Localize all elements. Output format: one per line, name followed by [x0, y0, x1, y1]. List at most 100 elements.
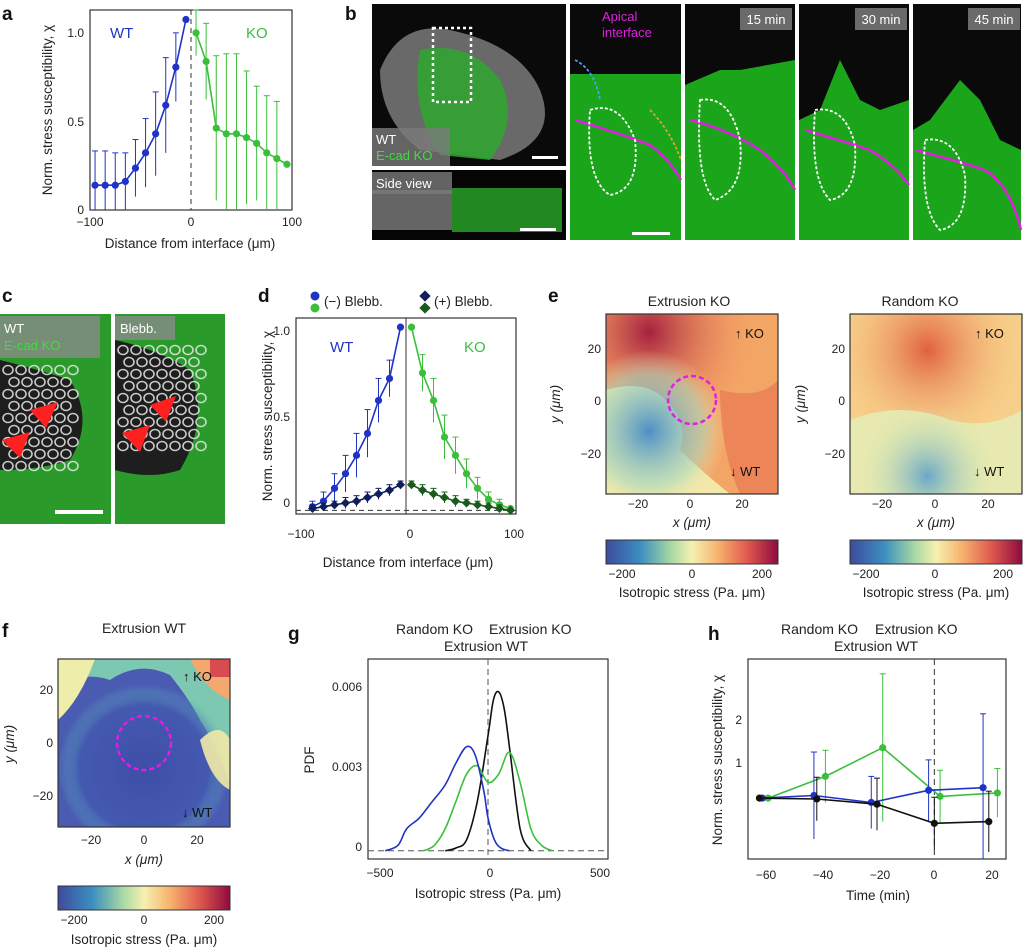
e2-colorbar — [849, 539, 1023, 565]
f-heatmap — [57, 658, 231, 828]
e-heatmap-random-ko: ↑ KO ↓ WT 20 0 −20 −20 0 20 x (μm) y (μm… — [793, 313, 1023, 530]
b-wt-caption: WT — [376, 132, 396, 147]
panel-label-b: b — [345, 4, 357, 25]
c-cell-outline — [28, 436, 40, 448]
c-cell-outline — [117, 440, 129, 452]
c-arrowhead — [30, 402, 58, 428]
h-random-ko-point — [755, 794, 764, 802]
e-cbar-label: Isotropic stress (Pa. μm) — [619, 585, 766, 600]
d-ko-plus-point — [505, 505, 516, 515]
c-cell-outline — [136, 356, 148, 368]
e2-ytick: 0 — [838, 394, 845, 408]
panel-d-ytick: 0.5 — [273, 410, 290, 424]
c-cell-outline — [149, 356, 161, 368]
c-cell-outline — [195, 392, 207, 404]
g-legend-ext-wt: Extrusion WT — [444, 638, 528, 654]
c-arrowhead — [122, 425, 150, 452]
d-wt-minus-point — [374, 396, 383, 405]
panel-a-wt-label: WT — [110, 25, 133, 42]
c-cell-outline — [15, 388, 27, 400]
panel-label-f: f — [2, 621, 9, 642]
panel-g-plot — [368, 659, 608, 859]
h-ytick: 1 — [735, 756, 742, 770]
d-ko-plus-line — [411, 483, 511, 512]
h-extrusion-ko-point — [821, 772, 830, 780]
d-ko-minus-line — [410, 327, 511, 510]
c-cell-outline — [188, 428, 200, 440]
c-cell-outline — [195, 416, 207, 428]
d-wt-label: WT — [330, 339, 353, 356]
a-ko-point — [212, 124, 220, 132]
c-cell-outline — [67, 388, 79, 400]
c-cell-outline — [169, 392, 181, 404]
panel-label-h: h — [708, 624, 720, 645]
panel-d-xtick: 0 — [407, 527, 414, 541]
a-wt-point — [172, 63, 180, 71]
h-extrusion-wt-point — [925, 786, 933, 794]
a-wt-point — [182, 15, 190, 24]
e2-xtick: −20 — [872, 497, 893, 511]
e-ko-tag: ↑ KO — [735, 326, 764, 341]
c-cell-outline — [156, 344, 168, 356]
panel-label-g: g — [288, 624, 300, 645]
d-ko-plus-point — [406, 480, 417, 490]
panel-d-ytick: 1.0 — [273, 324, 290, 338]
c-cell-outline — [28, 460, 40, 472]
c-cell-outline — [2, 364, 14, 376]
b-side-scalebar — [520, 228, 556, 231]
e-heatmap-extrusion-ko: ↑ KO ↓ WT 20 0 −20 −20 0 20 x (μm) y (μm… — [548, 313, 779, 530]
panel-d-ylabel: Norm. stress susceptibility, χ — [260, 331, 275, 501]
panel-h-xlabel: Time (min) — [846, 888, 910, 903]
h-ytick: 2 — [735, 713, 742, 727]
h-xtick: −20 — [870, 868, 891, 882]
c-cell-outline — [182, 416, 194, 428]
panel-a-xtick: −100 — [76, 215, 103, 229]
a-wt-point — [152, 130, 160, 138]
panel-d: d (−) Blebb. (+) Blebb. WT KO Distance f… — [258, 286, 524, 570]
e-ytick: 0 — [594, 394, 601, 408]
c-cell-outline — [2, 412, 14, 424]
c-cell-outline — [67, 460, 79, 472]
d-wt-minus-point — [330, 484, 339, 492]
c-cell-outline — [54, 412, 66, 424]
panel-a-ytick: 0 — [77, 203, 84, 217]
b-side-view-caption: Side view — [376, 176, 432, 191]
h-legend-ext-wt: Extrusion WT — [834, 638, 918, 654]
c-cell-outline — [175, 404, 187, 416]
panel-h-ylabel: Norm. stress susceptibility, χ — [710, 675, 725, 845]
d-legend-plus: (+) Blebb. — [434, 294, 493, 309]
e2-ytick: 20 — [832, 342, 846, 356]
c-cell-outline — [195, 368, 207, 380]
c-cell-outline — [2, 460, 14, 472]
c-cell-outline — [2, 388, 14, 400]
c-arrowhead — [150, 396, 176, 422]
c-cell-outline — [15, 412, 27, 424]
c-cell-outline — [41, 436, 53, 448]
a-wt-point — [111, 181, 119, 189]
c-cell-outline — [15, 364, 27, 376]
panel-d-ytick: 0 — [283, 496, 290, 510]
b-caption-box — [372, 128, 450, 166]
b-side-caption-box — [372, 172, 452, 194]
h-xtick: −60 — [756, 868, 777, 882]
panel-label-d: d — [258, 286, 270, 307]
a-ko-point — [232, 130, 241, 138]
c-blebb-caption: Blebb. — [120, 321, 157, 336]
c-cell-outline — [47, 376, 59, 388]
c-cell-outline — [60, 376, 72, 388]
h-random-ko-point — [813, 795, 821, 803]
g-xtick: 0 — [487, 866, 494, 880]
b-time-30: 30 min — [861, 12, 900, 27]
c-cell-outline — [123, 404, 135, 416]
e-extrusion-circle — [666, 374, 718, 426]
c-cell-outline — [54, 436, 66, 448]
c-cell-outline — [60, 448, 72, 460]
d-wt-minus-point — [352, 451, 361, 459]
panel-a-plot — [91, 9, 291, 210]
c-cell-outline — [136, 380, 148, 392]
e2-ylabel: y (μm) — [793, 385, 808, 424]
g-ytick: 0.003 — [332, 760, 362, 774]
a-wt-line — [95, 19, 187, 186]
c-cell-outline — [143, 368, 155, 380]
